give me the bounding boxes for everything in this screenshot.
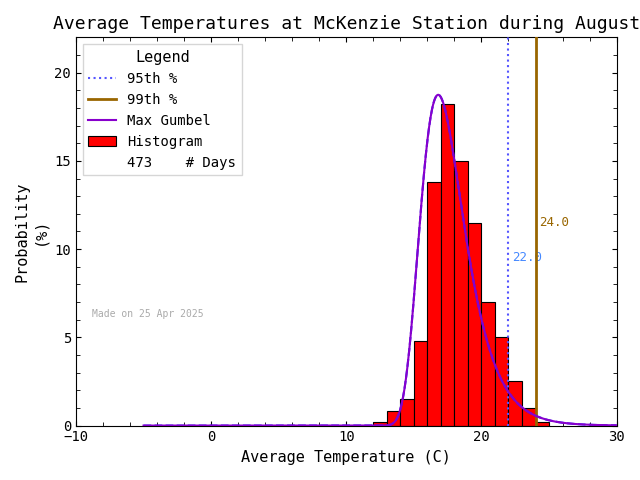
Text: Made on 25 Apr 2025: Made on 25 Apr 2025 — [92, 309, 204, 319]
Bar — [522, 408, 536, 426]
Bar — [373, 422, 387, 426]
Bar — [414, 341, 428, 426]
X-axis label: Average Temperature (C): Average Temperature (C) — [241, 450, 451, 465]
Legend: 95th %, 99th %, Max Gumbel, Histogram, 473    # Days: 95th %, 99th %, Max Gumbel, Histogram, 4… — [83, 44, 242, 175]
Text: 24.0: 24.0 — [540, 216, 570, 229]
Text: 22.0: 22.0 — [513, 252, 543, 264]
Bar — [495, 337, 509, 426]
Y-axis label: Probability
(%): Probability (%) — [15, 181, 47, 282]
Bar — [468, 223, 481, 426]
Bar — [536, 422, 549, 426]
Bar — [401, 399, 414, 426]
Bar — [441, 104, 454, 426]
Bar — [481, 302, 495, 426]
Bar — [387, 411, 401, 426]
Title: Average Temperatures at McKenzie Station during August: Average Temperatures at McKenzie Station… — [52, 15, 640, 33]
Bar — [454, 161, 468, 426]
Bar — [428, 182, 441, 426]
Bar — [509, 382, 522, 426]
